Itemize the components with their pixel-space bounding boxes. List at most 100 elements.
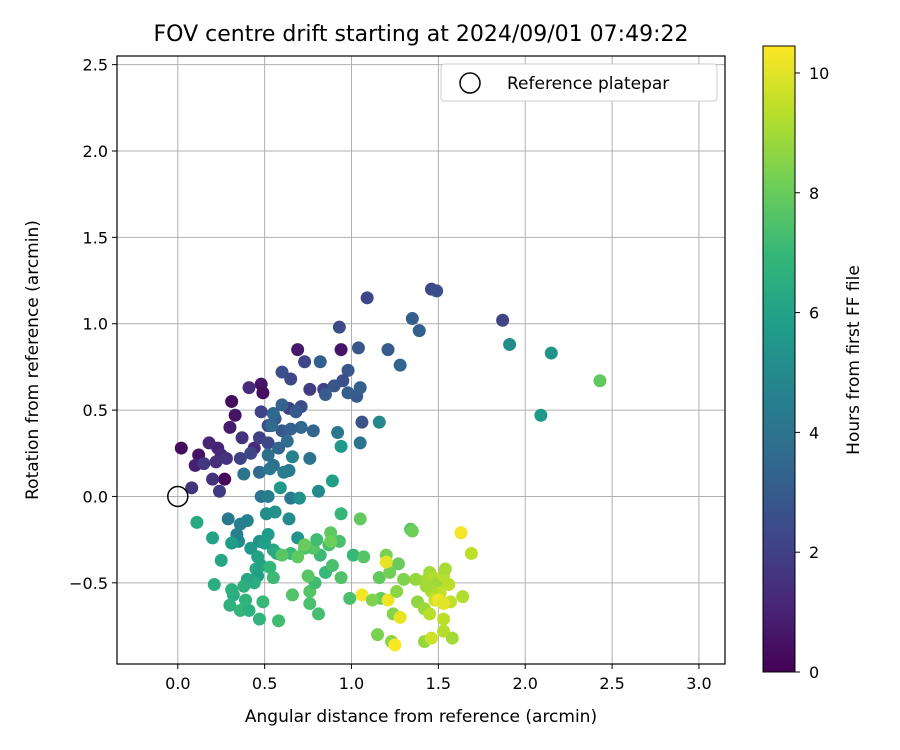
data-point bbox=[312, 484, 326, 498]
data-point bbox=[223, 598, 237, 612]
data-point bbox=[324, 534, 338, 548]
data-point bbox=[454, 526, 468, 540]
data-point bbox=[353, 436, 367, 450]
data-point bbox=[360, 291, 374, 305]
data-point bbox=[438, 562, 452, 576]
data-point bbox=[357, 550, 371, 564]
data-point bbox=[334, 507, 348, 521]
data-point bbox=[273, 481, 287, 495]
data-point bbox=[503, 337, 517, 351]
data-point bbox=[202, 436, 216, 450]
x-tick-label: 2.0 bbox=[513, 674, 538, 693]
y-axis-ticks: −0.5 0.0 0.5 1.0 1.5 2.0 2.5 bbox=[69, 56, 117, 593]
data-point bbox=[256, 386, 270, 400]
data-point bbox=[233, 451, 247, 465]
data-point bbox=[393, 610, 407, 624]
data-point bbox=[237, 579, 251, 593]
data-point bbox=[228, 408, 242, 422]
data-point bbox=[289, 405, 303, 419]
data-point bbox=[437, 612, 451, 626]
data-point bbox=[214, 553, 228, 567]
data-point bbox=[437, 624, 451, 638]
data-point bbox=[310, 533, 324, 547]
chart-title: FOV centre drift starting at 2024/09/01 … bbox=[154, 22, 689, 47]
data-point bbox=[372, 415, 386, 429]
data-point bbox=[218, 472, 232, 486]
data-point bbox=[312, 607, 326, 621]
data-point bbox=[263, 462, 277, 476]
data-point bbox=[343, 591, 357, 605]
data-point bbox=[371, 628, 385, 642]
data-point bbox=[209, 455, 223, 469]
data-point bbox=[285, 450, 299, 464]
data-point bbox=[275, 365, 289, 379]
data-point bbox=[423, 607, 437, 621]
plot-area-frame bbox=[116, 55, 726, 665]
data-point bbox=[397, 572, 411, 586]
data-point bbox=[252, 465, 266, 479]
data-point bbox=[313, 355, 327, 369]
data-point bbox=[353, 512, 367, 526]
data-point bbox=[445, 631, 459, 645]
legend-entry-reference: Reference platepar bbox=[507, 74, 669, 94]
data-point bbox=[544, 346, 558, 360]
colorbar-frame bbox=[762, 45, 796, 673]
data-point bbox=[206, 531, 220, 545]
data-point bbox=[282, 512, 296, 526]
data-point bbox=[341, 363, 355, 377]
data-point bbox=[318, 388, 332, 402]
data-point bbox=[261, 436, 275, 450]
data-point bbox=[266, 571, 280, 585]
data-point bbox=[355, 588, 369, 602]
data-point bbox=[306, 424, 320, 438]
data-point bbox=[301, 569, 315, 583]
legend-reference-marker bbox=[459, 72, 481, 94]
colorbar-label: Hours from first FF file bbox=[844, 265, 864, 455]
data-point bbox=[372, 571, 386, 585]
data-point bbox=[261, 448, 275, 462]
data-point bbox=[303, 382, 317, 396]
data-point bbox=[292, 491, 306, 505]
x-tick-label: 1.0 bbox=[339, 674, 364, 693]
data-point bbox=[263, 560, 277, 574]
x-axis-ticks: 0.0 0.5 1.0 1.5 2.0 2.5 3.0 bbox=[165, 664, 712, 693]
data-point bbox=[327, 379, 341, 393]
data-point bbox=[325, 474, 339, 488]
data-point bbox=[303, 451, 317, 465]
data-point bbox=[456, 590, 470, 604]
data-point bbox=[390, 584, 404, 598]
data-points bbox=[174, 282, 607, 652]
data-point bbox=[442, 578, 456, 592]
data-point bbox=[388, 638, 402, 652]
y-tick-label: 2.0 bbox=[83, 142, 108, 161]
data-point bbox=[424, 631, 438, 645]
y-tick-label: 0.0 bbox=[83, 487, 108, 506]
data-point bbox=[197, 457, 211, 471]
data-point bbox=[381, 593, 395, 607]
data-point bbox=[405, 312, 419, 326]
colorbar-tick-label: 8 bbox=[809, 184, 819, 203]
data-point bbox=[185, 481, 199, 495]
data-point bbox=[280, 434, 294, 448]
data-point bbox=[298, 355, 312, 369]
data-point bbox=[252, 612, 266, 626]
data-point bbox=[298, 538, 312, 552]
data-point bbox=[303, 597, 317, 611]
colorbar-gradient bbox=[763, 46, 795, 672]
data-point bbox=[381, 343, 395, 357]
y-tick-label: 2.5 bbox=[83, 56, 108, 75]
data-point bbox=[266, 407, 280, 421]
data-point bbox=[496, 313, 510, 327]
x-tick-label: 2.5 bbox=[599, 674, 624, 693]
data-point bbox=[237, 467, 251, 481]
data-point bbox=[268, 505, 282, 519]
data-point bbox=[284, 372, 298, 386]
data-point bbox=[355, 415, 369, 429]
data-point bbox=[277, 465, 291, 479]
legend-box bbox=[440, 63, 718, 102]
data-point bbox=[285, 588, 299, 602]
colorbar-tick-label: 10 bbox=[809, 64, 829, 83]
data-point bbox=[365, 593, 379, 607]
data-point bbox=[291, 343, 305, 357]
